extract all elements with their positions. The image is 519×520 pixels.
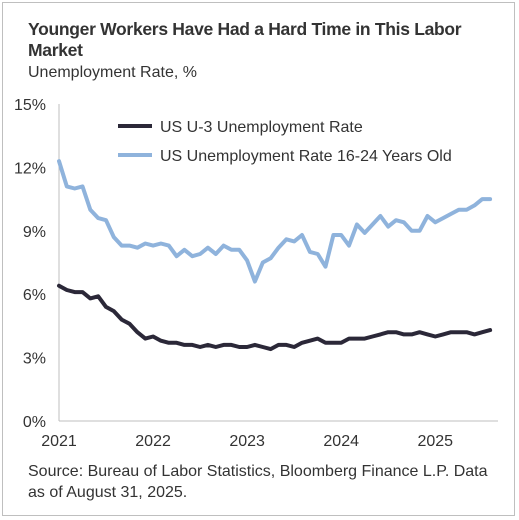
legend-label-u3: US U-3 Unemployment Rate (160, 119, 363, 136)
y-tick-label: 9% (23, 224, 46, 241)
y-tick-label: 0% (23, 414, 46, 431)
y-tick-label: 3% (23, 351, 46, 368)
source-note: Source: Bureau of Labor Statistics, Bloo… (28, 463, 488, 501)
series-lines (57, 159, 493, 352)
chart-subtitle: Unemployment Rate, % (28, 64, 197, 81)
x-tick-label: 2024 (323, 433, 359, 450)
y-tick-label: 15% (14, 97, 46, 114)
series-line-u3 (57, 283, 493, 352)
series-line-youth (57, 159, 493, 284)
x-tick-label: 2023 (229, 433, 265, 450)
x-tick-label: 2021 (41, 433, 77, 450)
chart-frame (2, 2, 515, 516)
y-tick-label: 6% (23, 287, 46, 304)
chart-title: Younger Workers Have Had a Hard Time in … (28, 19, 462, 60)
legend: US U-3 Unemployment Rate US Unemployment… (118, 119, 452, 165)
legend-label-youth: US Unemployment Rate 16-24 Years Old (160, 148, 452, 165)
x-axis-labels: 2021 2022 2023 2024 2025 (41, 433, 453, 450)
y-axis-labels: 0% 3% 6% 9% 12% 15% (14, 97, 46, 431)
x-tick-label: 2022 (135, 433, 171, 450)
y-tick-label: 12% (14, 160, 46, 177)
x-tick-label: 2025 (417, 433, 453, 450)
